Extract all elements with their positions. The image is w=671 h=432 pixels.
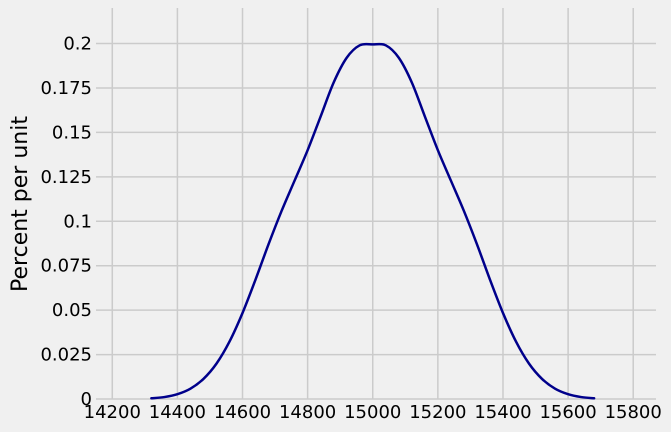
y-tick-label: 0.025	[40, 345, 92, 366]
y-tick-label: 0.15	[52, 122, 92, 143]
x-tick-label: 15200	[409, 402, 466, 423]
y-axis-label: Percent per unit	[8, 116, 33, 292]
y-tick-label: 0.075	[40, 256, 92, 277]
series-line	[150, 42, 596, 400]
x-tick-label: 15000	[344, 402, 401, 423]
x-tick-label: 14600	[214, 402, 271, 423]
x-tick-label: 15400	[474, 402, 531, 423]
x-tick-label: 14800	[279, 402, 336, 423]
x-tick-label: 15800	[605, 402, 662, 423]
y-tick-label: 0.175	[40, 78, 92, 99]
y-tick-label: 0.125	[40, 167, 92, 188]
series-layer	[150, 42, 596, 400]
tick-labels: 14200 14400 14600 14800 15000 15200 15400 15600…	[40, 34, 661, 423]
x-tick-label: 14200	[84, 402, 141, 423]
x-tick-label: 14400	[149, 402, 206, 423]
y-tick-label: 0.2	[63, 34, 92, 55]
y-tick-label: 0	[81, 389, 92, 410]
y-tick-label: 0.1	[63, 211, 92, 232]
x-tick-label: 15600	[539, 402, 596, 423]
y-tick-label: 0.05	[52, 300, 92, 321]
